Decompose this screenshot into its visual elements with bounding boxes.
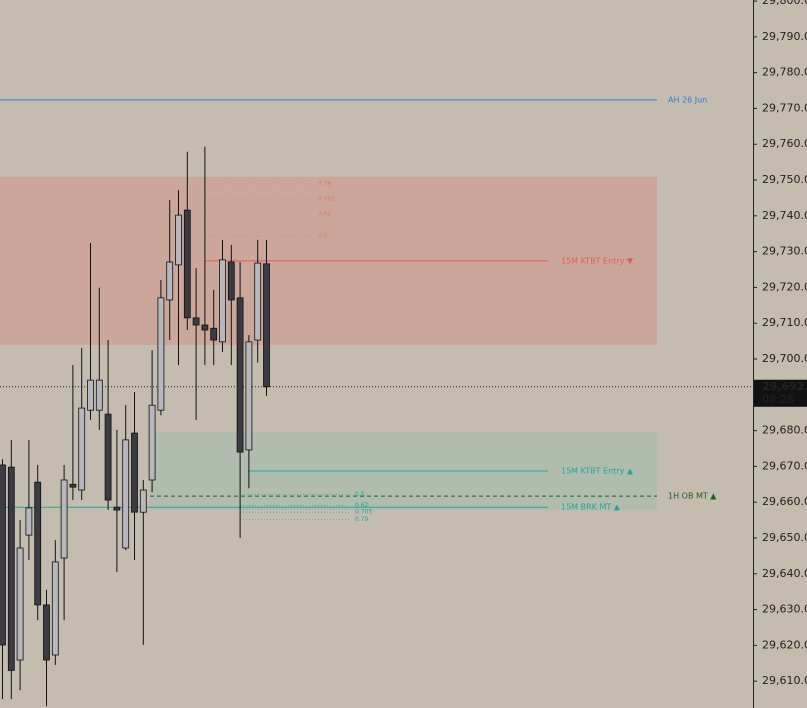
candle-body [69, 483, 77, 488]
y-tick-label: 29,660.00 [762, 495, 807, 508]
current-price-label: 29,692.25 [762, 380, 807, 393]
y-tick-label: 29,710.00 [762, 316, 807, 329]
y-tick-label: 29,760.00 [762, 137, 807, 150]
candle-body [122, 439, 130, 549]
candle-body [104, 413, 112, 501]
candle-body [113, 506, 121, 511]
current-price-tag [754, 379, 807, 407]
y-tick-label: 29,780.00 [762, 66, 807, 79]
candle-body [95, 379, 103, 411]
level-label: 15M KTBT Entry ▲ [561, 467, 634, 476]
fib-label: 0.5 [318, 232, 328, 239]
y-tick-label: 29,640.00 [762, 567, 807, 580]
y-tick-label: 29,680.00 [762, 424, 807, 437]
candle-body [131, 432, 138, 513]
candle-body [192, 317, 200, 326]
candle-body [210, 327, 218, 341]
candle-body [139, 489, 147, 513]
candle-body [51, 561, 59, 656]
candle-body [60, 479, 68, 559]
candle-body [25, 507, 33, 536]
candle-body [78, 407, 86, 491]
level-label: 15M KTBT Entry ▼ [561, 256, 634, 265]
y-tick-label: 29,790.00 [762, 30, 807, 43]
candle-body [7, 466, 15, 671]
fib-label: 0.79 [318, 180, 332, 187]
candle-body [175, 214, 182, 266]
candle-body [263, 263, 270, 388]
candle-body [183, 209, 191, 319]
y-tick-label: 29,740.00 [762, 209, 807, 222]
level-label: AH 26 Jun [668, 95, 707, 104]
candle-body [157, 297, 165, 411]
y-tick-label: 29,730.00 [762, 245, 807, 258]
candle-body [0, 464, 6, 646]
candle-body [87, 379, 94, 411]
y-tick-label: 29,670.00 [762, 459, 807, 472]
y-tick-label: 29,620.00 [762, 638, 807, 651]
y-tick-label: 29,800.00 [762, 0, 807, 7]
candle-body [245, 341, 253, 451]
candle-body [166, 261, 174, 301]
countdown-label: 08:28 [762, 393, 794, 406]
y-tick-label: 29,770.00 [762, 101, 807, 114]
candle-body [16, 547, 24, 661]
level-label: 15M BRK MT ▲ [561, 503, 621, 512]
fib-label: 0.5 [355, 491, 365, 498]
candle-body [43, 604, 50, 661]
fib-label: 0.62 [355, 502, 369, 509]
price-axis-bg [753, 0, 807, 708]
candle-body [236, 297, 244, 453]
candle-body [201, 324, 209, 331]
y-tick-label: 29,700.00 [762, 352, 807, 365]
y-tick-label: 29,720.00 [762, 280, 807, 293]
candle-body [227, 261, 235, 301]
candle-body [219, 259, 226, 343]
candle-body [254, 262, 262, 341]
fib-label: 0.62 [318, 211, 332, 218]
candle-body [34, 481, 42, 606]
fib-label: 0.705 [355, 509, 372, 516]
fib-label: 0.79 [355, 516, 369, 523]
y-tick-label: 29,650.00 [762, 531, 807, 544]
y-tick-label: 29,630.00 [762, 603, 807, 616]
level-label: 1H OB MT ▲ [668, 492, 717, 501]
y-tick-label: 29,610.00 [762, 674, 807, 687]
candle-body [148, 404, 156, 481]
y-tick-label: 29,750.00 [762, 173, 807, 186]
fib-label: 0.705 [318, 196, 335, 203]
